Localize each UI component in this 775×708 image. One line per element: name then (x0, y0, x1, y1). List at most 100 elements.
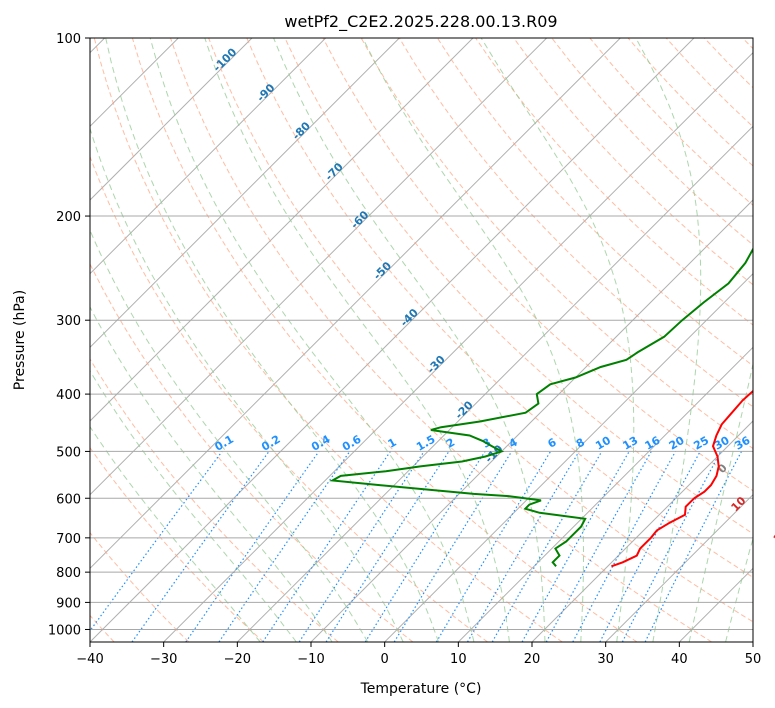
isotherm-label: -70 (323, 160, 346, 183)
profiles (329, 247, 753, 568)
mixing-ratio-label: 6 (545, 435, 558, 450)
isotherm-line (310, 199, 753, 642)
plot-frame (89, 37, 754, 643)
moist-adiabat-line (90, 126, 404, 642)
isotherm-line (605, 493, 753, 642)
mixing-ratio-line (218, 451, 351, 642)
dry-adiabat-line (90, 262, 414, 642)
dry-adiabat-line (208, 38, 753, 623)
isotherm-label: -30 (425, 353, 448, 376)
x-tick-label: 30 (597, 652, 614, 667)
mixing-ratio-line (621, 451, 722, 642)
pressure-gridlines (90, 37, 753, 630)
dry-adiabat-line (93, 38, 563, 642)
mixing-ratio-label: 2 (444, 436, 457, 451)
moist-adiabat-label: 10 (729, 494, 749, 514)
isotherm-label: -90 (254, 81, 277, 104)
mixing-ratio-label: 0.6 (340, 433, 364, 454)
mixing-ratio-line (435, 451, 552, 642)
mixing-ratio-line (644, 451, 743, 642)
isotherm-label: -40 (398, 306, 421, 329)
x-tick-label: 50 (745, 652, 762, 667)
mixing-ratio-line (90, 451, 223, 632)
isotherm-line (678, 567, 753, 642)
dry-adiabat-line (665, 38, 753, 128)
y-axis-ticks: 100 200 300 400 500 600 700 800 900 1000 (48, 32, 90, 638)
dry-adiabat-line (436, 38, 753, 367)
dry-adiabat-line (90, 155, 488, 642)
moist-adiabat-line (90, 306, 333, 642)
isotherm-line (90, 38, 327, 275)
isotherm-line (236, 125, 753, 642)
dry-adiabat-line (90, 446, 264, 642)
y-tick-label: 500 (56, 445, 81, 460)
mixing-ratio-line (262, 451, 391, 642)
mixing-ratio-line (131, 451, 270, 642)
isotherm-line (384, 272, 753, 642)
moist-adiabat-label: 20 (771, 525, 775, 545)
moist-adiabat-line (105, 38, 439, 642)
mixing-ratio-line (521, 451, 630, 642)
moist-adiabat-line (688, 361, 753, 642)
mixing-ratio-line (466, 451, 580, 642)
dry-adiabat-line (475, 38, 753, 326)
mixing-ratio-line (599, 451, 701, 642)
x-tick-label: 10 (450, 652, 467, 667)
temperature-profile-line (611, 389, 753, 568)
y-axis-label: Pressure (hPa) (12, 290, 28, 390)
mixing-ratio-label: 36 (733, 434, 753, 453)
y-tick-label: 800 (56, 566, 81, 581)
isotherm-label: -20 (453, 398, 476, 421)
dry-adiabat-line (589, 38, 753, 206)
isotherm-line (163, 51, 753, 642)
mixing-ratio-label: 4 (507, 435, 520, 450)
y-tick-label: 600 (56, 492, 81, 507)
moist-adiabat-line (635, 38, 702, 642)
dry-adiabat-line (90, 358, 339, 642)
dry-adiabat-line (322, 38, 753, 492)
mixing-ratio-labels: 0.1 0.2 0.4 0.6 1 1.5 2 3 4 6 8 10 13 16 20 25 30 36 (213, 433, 753, 454)
mixing-ratio-line (185, 451, 320, 642)
y-tick-label: 200 (56, 210, 81, 225)
background-lines (90, 38, 753, 642)
dry-adiabat-line (170, 38, 712, 642)
mixing-ratio-label: 0.2 (259, 433, 282, 454)
x-tick-label: −10 (297, 652, 324, 667)
mixing-ratio-label: 16 (643, 434, 663, 453)
dry-adiabat-line (131, 38, 638, 642)
x-axis-ticks: −40 −30 −20 −10 0 10 20 30 40 50 (76, 642, 761, 667)
y-tick-label: 900 (56, 596, 81, 611)
x-tick-label: 0 (381, 652, 389, 667)
mixing-ratio-label: 10 (593, 434, 613, 453)
y-tick-label: 400 (56, 388, 81, 403)
moist-adiabat-line (149, 38, 475, 642)
isotherm-label: -50 (371, 259, 394, 282)
isotherm-line (531, 420, 753, 642)
x-tick-label: −20 (224, 652, 251, 667)
mixing-ratio-label: 13 (621, 434, 641, 453)
y-tick-label: 1000 (48, 623, 81, 638)
dry-adiabat-line (513, 38, 753, 286)
moist-adiabat-line (725, 536, 753, 642)
x-tick-label: 40 (671, 652, 688, 667)
dewpoint-profile-line (329, 247, 753, 567)
mixing-ratio-line (298, 451, 425, 642)
isotherm-label: -60 (348, 208, 371, 231)
mixing-ratio-label: 1.5 (414, 433, 437, 454)
mixing-ratio-label: 20 (667, 434, 687, 453)
x-tick-label: −40 (76, 652, 103, 667)
dry-adiabat-line (360, 38, 753, 450)
chart-title: wetPf2_C2E2.2025.228.00.13.R09 (284, 12, 557, 32)
dry-adiabat-line (246, 38, 753, 578)
dry-adiabat-line (551, 38, 753, 246)
dry-adiabat-line (703, 38, 753, 89)
mixing-ratio-label: 1 (386, 436, 399, 451)
mixing-ratio-label: 0.4 (309, 433, 333, 454)
mixing-ratio-label: 0.1 (213, 433, 236, 454)
y-tick-label: 100 (56, 32, 81, 47)
mixing-ratio-line (572, 451, 677, 642)
moist-adiabat-line (362, 38, 584, 642)
isotherm-line (90, 38, 621, 570)
